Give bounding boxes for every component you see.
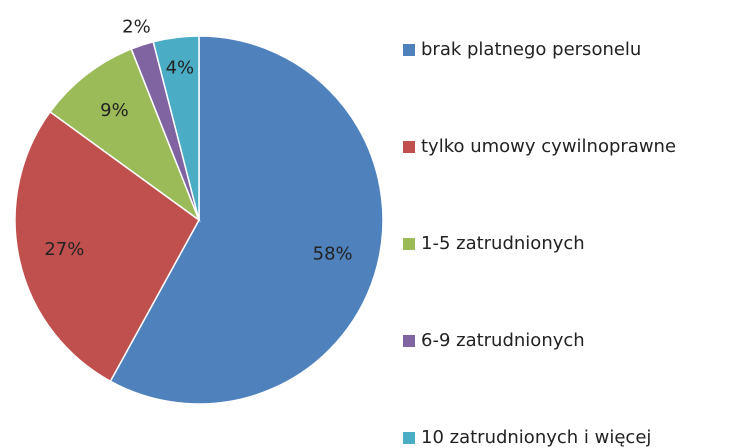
data-label: 9% [100,100,129,121]
data-label: 4% [166,57,195,78]
legend-swatch [403,141,415,153]
legend-swatch [403,432,415,444]
legend-swatch [403,238,415,250]
legend-label: 6-9 zatrudnionych [421,330,585,351]
data-label: 58% [313,243,353,264]
legend-swatch [403,335,415,347]
legend-swatch [403,44,415,56]
legend-label: brak platnego personelu [421,39,641,60]
pie-slice [14,110,200,383]
legend-label: tylko umowy cywilnoprawne [421,136,676,157]
pie-slice [109,35,384,405]
pie-slice [49,47,201,223]
data-label: 2% [122,17,151,38]
data-label: 27% [44,239,84,260]
legend-label: 10 zatrudnionych i więcej [421,427,651,448]
pie-slice [152,35,200,221]
legend-label: 1-5 zatrudnionych [421,233,585,254]
